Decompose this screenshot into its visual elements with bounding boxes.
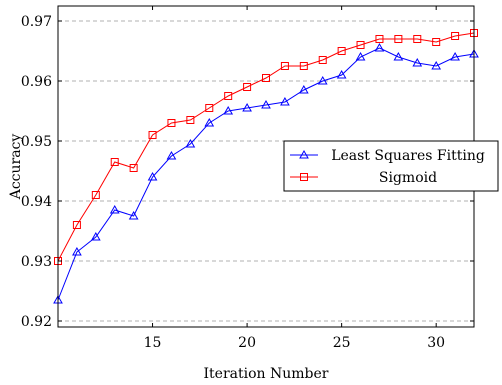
data-point-least-squares-fitting [393,51,404,61]
data-point-sigmoid [186,116,195,124]
legend-box [283,140,499,192]
y-tick-label: 0.94 [21,194,52,210]
data-point-least-squares-fitting [336,69,347,79]
y-tick-label: 0.92 [21,314,52,330]
data-point-sigmoid [224,92,233,100]
data-point-sigmoid [205,104,214,112]
data-point-sigmoid [243,83,252,91]
data-point-least-squares-fitting [412,57,423,67]
data-point-sigmoid [110,158,119,166]
data-point-least-squares-fitting [166,150,177,160]
data-point-least-squares-fitting [317,75,328,85]
data-point-least-squares-fitting [185,138,196,148]
data-point-least-squares-fitting [355,51,366,61]
data-point-least-squares-fitting [223,105,234,115]
data-point-least-squares-fitting [242,102,252,112]
data-point-sigmoid [432,38,441,46]
data-point-sigmoid [262,74,270,82]
x-tick-label: 15 [144,335,162,351]
data-point-sigmoid [148,131,157,139]
y-tick-label: 0.95 [21,134,52,150]
x-tick-label: 25 [333,335,351,351]
data-point-sigmoid [337,47,346,55]
x-tick-label: 20 [238,335,256,351]
data-point-sigmoid [394,35,403,43]
legend-label-least-squares-fitting: Least Squares Fitting [331,148,485,164]
data-point-least-squares-fitting [374,42,385,52]
series-line-sigmoid [57,32,475,262]
data-point-least-squares-fitting [261,99,271,109]
series-least-squares-fitting [53,42,479,304]
legend-marker-sigmoid [300,173,308,181]
data-point-sigmoid [129,164,138,172]
axis-ticks: 0.92 0.93 0.94 0.95 0.96 0.97 15 20 25 30 [21,6,474,351]
data-point-least-squares-fitting [280,96,290,106]
data-point-sigmoid [451,32,460,40]
data-point-least-squares-fitting [450,51,460,61]
data-point-sigmoid [375,35,384,43]
data-point-least-squares-fitting [72,246,82,256]
data-point-sigmoid [318,56,327,64]
y-tick-label: 0.96 [21,74,52,90]
data-point-least-squares-fitting [431,60,442,70]
data-point-sigmoid [91,191,100,199]
series-sigmoid [54,29,478,265]
data-point-least-squares-fitting [128,210,139,220]
data-point-sigmoid [413,35,422,43]
legend-marker-least-squares-fitting [299,149,309,159]
y-tick-label: 0.93 [21,254,52,270]
data-point-least-squares-fitting [109,204,120,214]
plot-series [53,29,479,304]
data-point-sigmoid [167,119,176,127]
data-point-sigmoid [356,41,365,49]
x-tick-label: 30 [427,335,445,351]
x-axis-label: Iteration Number [204,366,329,382]
legend-label-sigmoid: Sigmoid [379,170,437,186]
data-point-sigmoid [299,62,308,70]
data-point-least-squares-fitting [298,84,309,94]
y-axis-label: Accuracy [8,134,24,201]
legend: Least Squares Fitting Sigmoid [283,140,499,192]
data-point-least-squares-fitting [147,171,158,181]
data-point-least-squares-fitting [204,117,215,127]
data-point-sigmoid [72,221,81,229]
data-point-least-squares-fitting [90,231,101,241]
data-point-sigmoid [280,62,289,70]
series-line-least-squares-fitting [57,47,475,301]
y-tick-label: 0.97 [21,14,52,30]
